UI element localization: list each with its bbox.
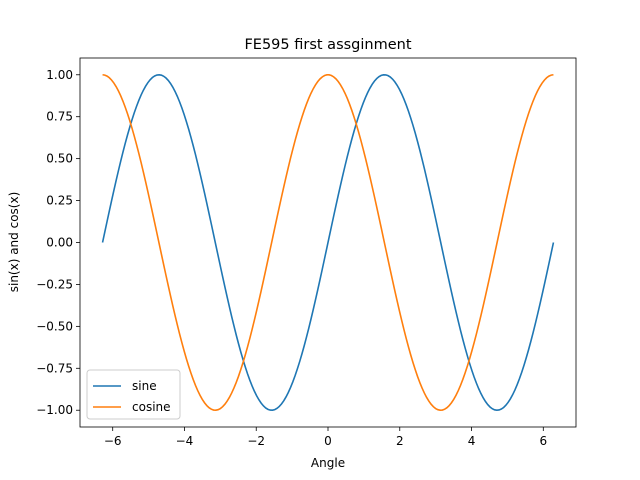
series-line-sine	[101, 73, 555, 412]
y-tick-label: 0.25	[46, 194, 73, 208]
y-tick-label: 0.50	[46, 152, 73, 166]
chart-title: FE595 first assginment	[244, 37, 411, 53]
x-tick-label: −6	[104, 434, 122, 448]
y-tick-label: −0.75	[36, 361, 73, 375]
y-tick-label: −0.50	[36, 319, 73, 333]
y-tick-label: −1.00	[36, 403, 73, 417]
legend-label-cosine: cosine	[132, 400, 171, 414]
series-line-cosine	[102, 73, 554, 412]
x-axis: −6 −4 −2 0 2 4 6	[104, 427, 547, 448]
y-tick-label: 1.00	[46, 68, 73, 82]
x-tick-label: 6	[539, 434, 547, 448]
y-tick-label: −0.25	[36, 277, 73, 291]
x-tick-label: −2	[247, 434, 265, 448]
x-tick-label: 0	[324, 434, 332, 448]
legend-label-sine: sine	[132, 379, 157, 393]
x-tick-label: −4	[176, 434, 194, 448]
x-axis-label: Angle	[311, 456, 345, 470]
x-tick-label: 2	[396, 434, 404, 448]
y-axis-label: sin(x) and cos(x)	[7, 192, 21, 293]
series-layer	[101, 73, 555, 412]
y-axis: −1.00 −0.75 −0.50 −0.25 0.00 0.25 0.50 0.75 1.00	[36, 68, 80, 417]
y-tick-label: 0.00	[46, 236, 73, 250]
y-tick-label: 0.75	[46, 110, 73, 124]
legend: sine cosine	[86, 369, 181, 420]
x-tick-label: 4	[468, 434, 476, 448]
